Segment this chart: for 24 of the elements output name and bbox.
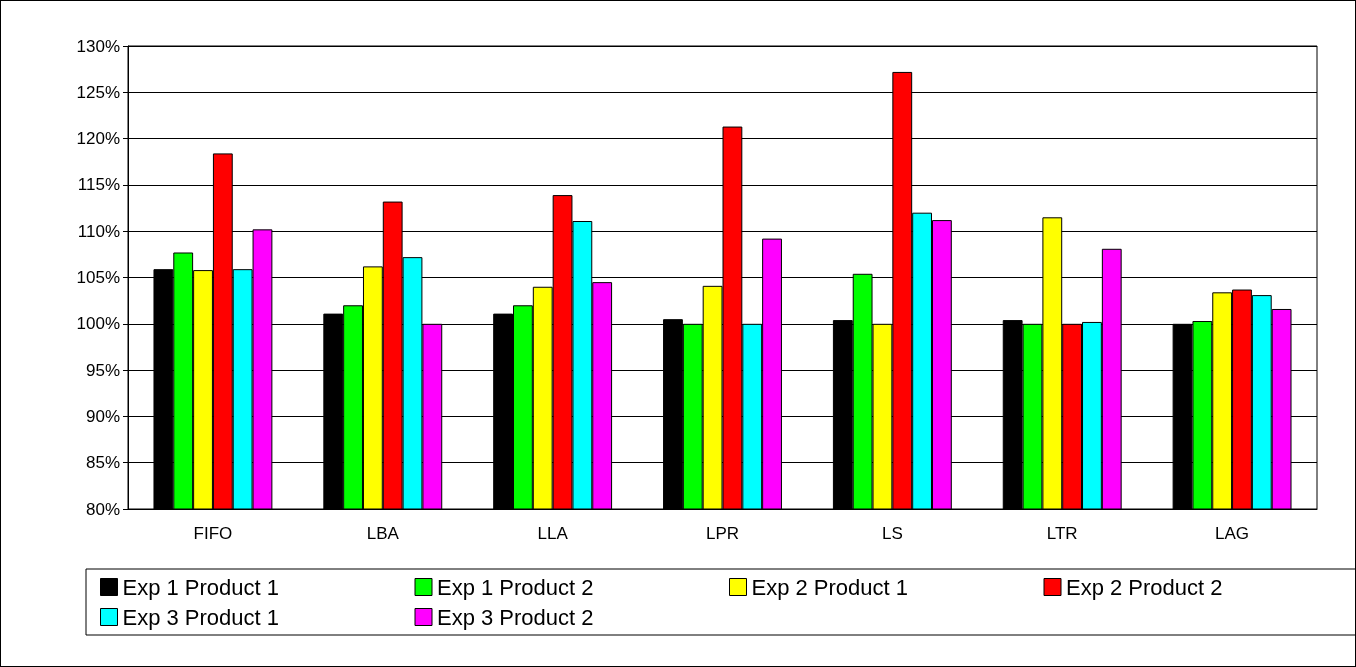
x-tick-label: FIFO [193,524,233,543]
y-tick-label: 100% [76,314,120,334]
y-tick-label: 130% [76,36,120,56]
legend-label: Exp 3 Product 2 [437,604,594,630]
x-tick-label: LLA [537,524,569,543]
x-tick-label: LAG [1215,524,1250,543]
legend-label: Exp 2 Product 1 [751,574,909,600]
y-tick-label: 105% [76,268,120,287]
legend-label: Exp 2 Product 2 [1066,574,1223,600]
y-tick-label: 120% [76,129,120,149]
y-tick-label: 110% [77,221,120,241]
legend-label: Exp 1 Product 2 [437,574,594,600]
x-tick-label: LBA [366,524,400,543]
y-tick-label: 95% [85,360,120,380]
x-tick-label: LS [881,524,903,543]
y-tick-label: 90% [85,406,120,426]
y-tick-label: 115% [77,175,120,195]
x-tick-label: LTR [1046,524,1078,543]
legend-label: Exp 3 Product 1 [122,604,280,630]
y-tick-label: 125% [76,82,120,102]
y-tick-label: 85% [85,453,120,473]
y-tick-label: 80% [85,499,120,519]
legend-label: Exp 1 Product 1 [122,574,280,600]
x-tick-label: LPR [705,524,740,543]
